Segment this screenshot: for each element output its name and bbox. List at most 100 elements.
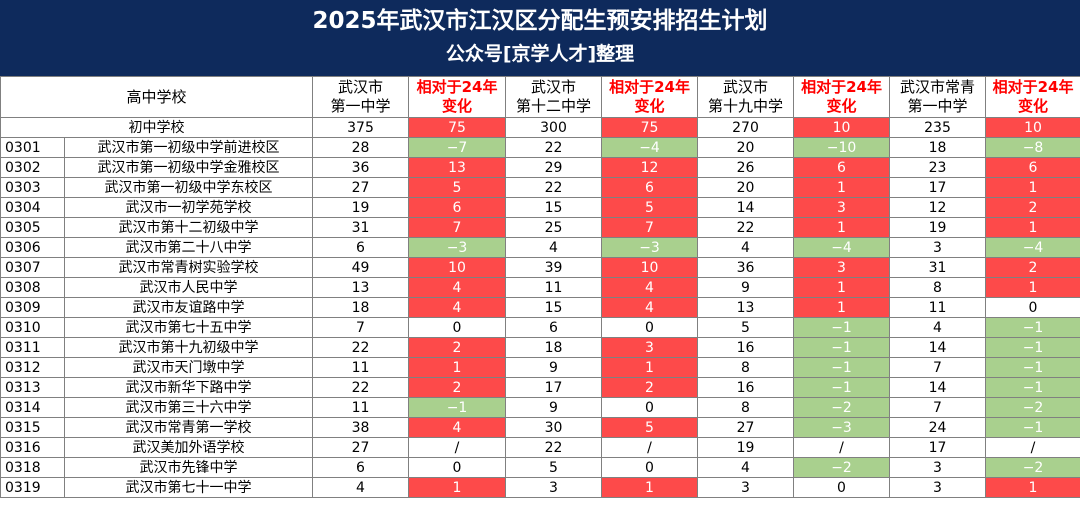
plan-value: 14	[889, 337, 987, 358]
total-change: 10	[793, 117, 891, 138]
school-name: 武汉市一初学苑学校	[63, 197, 314, 218]
school-code: 0304	[0, 197, 65, 218]
plan-value: 8	[697, 397, 795, 418]
plan-value: 29	[505, 157, 603, 178]
plan-value: 17	[505, 377, 603, 398]
change-value: 1	[985, 277, 1080, 298]
plan-value: 13	[697, 297, 795, 318]
school-code: 0311	[0, 337, 65, 358]
change-value: 13	[408, 157, 507, 178]
change-value: −4	[601, 137, 699, 158]
plan-value: 4	[697, 237, 795, 258]
total-value: 270	[697, 117, 795, 138]
change-value: −1	[985, 337, 1080, 358]
header-row: 高中学校 武汉市 第一中学 相对于24年 变化 武汉市 第十二中学 相对于24年 变化 …	[0, 76, 1080, 118]
plan-value: 9	[505, 397, 603, 418]
change-value: −2	[793, 457, 891, 478]
change-value: −2	[793, 397, 891, 418]
change-value: 1	[408, 357, 507, 378]
plan-value: 22	[312, 377, 410, 398]
change-value: 7	[601, 217, 699, 238]
plan-value: 17	[889, 177, 987, 198]
school-name: 武汉市第十九初级中学	[63, 337, 314, 358]
total-value: 235	[889, 117, 987, 138]
table-row: 0309 武汉市友谊路中学 18 4 15 4 13 1 11 0	[0, 297, 1080, 318]
table-row: 0312 武汉市天门墩中学 11 1 9 1 8 −1 7 −1	[0, 357, 1080, 378]
plan-value: 4	[312, 477, 410, 498]
table-row: 0308 武汉市人民中学 13 4 11 4 9 1 8 1	[0, 277, 1080, 298]
change-value: 10	[601, 257, 699, 278]
plan-value: 36	[312, 157, 410, 178]
change-value: 4	[601, 277, 699, 298]
change-value: /	[793, 437, 891, 458]
table-row: 0313 武汉市新华下路中学 22 2 17 2 16 −1 14 −1	[0, 377, 1080, 398]
school-code: 0306	[0, 237, 65, 258]
school-code: 0316	[0, 437, 65, 458]
plan-value: 3	[505, 477, 603, 498]
plan-value: 11	[889, 297, 987, 318]
table-row: 0305 武汉市第十二初级中学 31 7 25 7 22 1 19 1	[0, 217, 1080, 238]
plan-value: 15	[505, 297, 603, 318]
change-value: −1	[793, 337, 891, 358]
plan-value: 9	[505, 357, 603, 378]
school-header-1: 武汉市 第一中学	[312, 76, 410, 118]
plan-value: 22	[505, 437, 603, 458]
change-value: −2	[985, 457, 1080, 478]
change-value: 2	[408, 337, 507, 358]
plan-value: 8	[889, 277, 987, 298]
school-header-3: 武汉市 第十九中学	[697, 76, 795, 118]
school-name: 武汉市第二十八中学	[63, 237, 314, 258]
school-code: 0309	[0, 297, 65, 318]
school-code: 0305	[0, 217, 65, 238]
table-row: 0306 武汉市第二十八中学 6 −3 4 −3 4 −4 3 −4	[0, 237, 1080, 258]
plan-value: 3	[889, 237, 987, 258]
change-value: 1	[408, 477, 507, 498]
enrollment-table: 高中学校 武汉市 第一中学 相对于24年 变化 武汉市 第十二中学 相对于24年 变化 …	[0, 76, 1080, 498]
table-row: 0302 武汉市第一初级中学金雅校区 36 13 29 12 26 6 23 6	[0, 157, 1080, 178]
change-value: 1	[793, 177, 891, 198]
plan-value: 6	[312, 457, 410, 478]
plan-value: 9	[697, 277, 795, 298]
school-name: 武汉市先锋中学	[63, 457, 314, 478]
change-value: 2	[985, 197, 1080, 218]
change-value: 10	[408, 257, 507, 278]
totals-row: 初中学校 375 75 300 75 270 10 235 10	[0, 117, 1080, 138]
change-value: −1	[985, 357, 1080, 378]
table-row: 0319 武汉市第七十一中学 4 1 3 1 3 0 3 1	[0, 477, 1080, 498]
plan-value: 31	[889, 257, 987, 278]
change-value: 2	[985, 257, 1080, 278]
plan-value: 13	[312, 277, 410, 298]
total-change: 75	[601, 117, 699, 138]
plan-value: 20	[697, 137, 795, 158]
plan-value: 14	[889, 377, 987, 398]
plan-value: 11	[505, 277, 603, 298]
change-value: 1	[793, 297, 891, 318]
change-value: −4	[793, 237, 891, 258]
corner-label: 高中学校	[0, 76, 314, 118]
table-row: 0316 武汉美加外语学校 27/22/19/17/	[0, 437, 1080, 458]
change-value: 1	[985, 217, 1080, 238]
school-name: 武汉市第三十六中学	[63, 397, 314, 418]
change-value: 6	[601, 177, 699, 198]
change-value: −10	[793, 137, 891, 158]
school-name: 武汉市天门墩中学	[63, 357, 314, 378]
plan-value: 28	[312, 137, 410, 158]
plan-value: 22	[312, 337, 410, 358]
school-name: 武汉市第七十五中学	[63, 317, 314, 338]
plan-value: 3	[889, 477, 987, 498]
plan-value: 7	[889, 397, 987, 418]
total-value: 300	[505, 117, 603, 138]
school-code: 0302	[0, 157, 65, 178]
table-row: 0307 武汉市常青树实验学校 49 10 39 10 36 3 31 2	[0, 257, 1080, 278]
table-row: 0303 武汉市第一初级中学东校区 27 5 22 6 20 1 17 1	[0, 177, 1080, 198]
change-value: 7	[408, 217, 507, 238]
plan-value: 26	[697, 157, 795, 178]
page-header: 2025年武汉市江汉区分配生预安排招生计划 公众号[京学人才]整理	[0, 0, 1080, 76]
change-value: 3	[601, 337, 699, 358]
plan-value: 11	[312, 357, 410, 378]
school-code: 0310	[0, 317, 65, 338]
plan-value: 39	[505, 257, 603, 278]
school-code: 0312	[0, 357, 65, 378]
table-row: 0315 武汉市常青第一学校 38 4 30 5 27 −3 24 −1	[0, 417, 1080, 438]
change-value: 1	[793, 217, 891, 238]
